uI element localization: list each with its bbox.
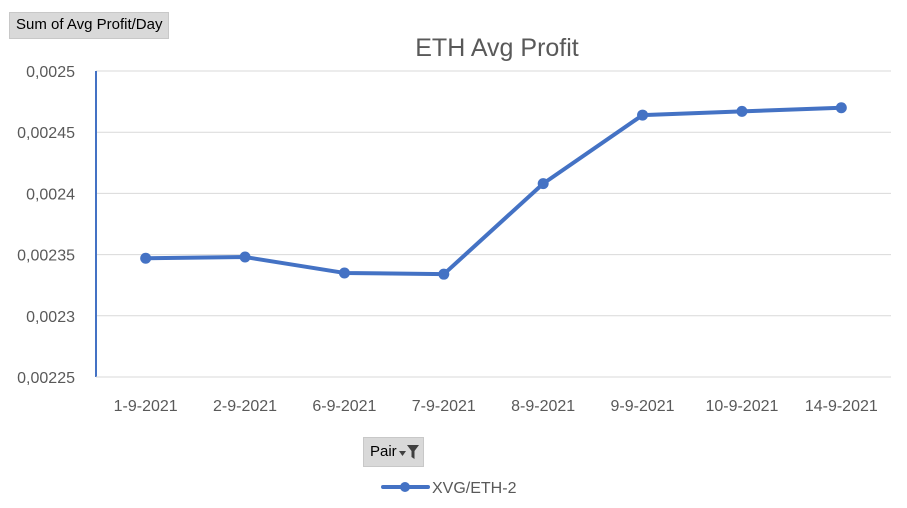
legend-point-marker (400, 482, 410, 492)
series-layer (140, 102, 847, 280)
value-field-button[interactable]: Sum of Avg Profit/Day (9, 12, 170, 39)
y-axis-tick-labels: 0,00225 0,0023 0,00235 0,0024 0,00245 0,0025 (17, 64, 75, 387)
x-tick-label: 8-9-2021 (511, 398, 575, 415)
y-tick-label: 0,0024 (26, 186, 75, 203)
legend-entry-label: XVG/ETH-2 (432, 480, 517, 497)
value-field-label: Sum of Avg Profit/Day (16, 16, 163, 33)
x-tick-label: 1-9-2021 (114, 398, 178, 415)
y-tick-label: 0,0025 (26, 64, 75, 81)
gridlines (96, 70, 891, 317)
chart-title: ETH Avg Profit (415, 34, 579, 62)
data-point (736, 105, 748, 117)
data-point (835, 102, 847, 114)
y-tick-label: 0,0023 (26, 309, 75, 326)
axes (95, 71, 891, 378)
legend: XVG/ETH-2 (381, 480, 517, 497)
x-tick-label: 14-9-2021 (805, 398, 878, 415)
data-point (239, 251, 251, 263)
x-tick-label: 2-9-2021 (213, 398, 277, 415)
data-point (140, 252, 152, 264)
series-line (143, 105, 844, 277)
x-tick-label: 9-9-2021 (611, 398, 675, 415)
data-point (438, 268, 450, 280)
y-tick-label: 0,00225 (17, 370, 75, 387)
x-tick-label: 6-9-2021 (312, 398, 376, 415)
y-tick-label: 0,00245 (17, 125, 75, 142)
x-tick-label: 7-9-2021 (412, 398, 476, 415)
filter-dropdown-icon[interactable] (398, 445, 419, 459)
data-point (537, 178, 549, 190)
y-tick-label: 0,00235 (17, 248, 75, 265)
pair-field-label: Pair (370, 443, 397, 460)
x-axis-tick-labels: 1-9-2021 2-9-2021 6-9-2021 7-9-2021 8-9-2021… (114, 398, 878, 415)
x-tick-label: 10-9-2021 (705, 398, 778, 415)
data-point (637, 109, 649, 121)
data-point (338, 267, 350, 279)
pair-field-button[interactable]: Pair (363, 437, 424, 467)
